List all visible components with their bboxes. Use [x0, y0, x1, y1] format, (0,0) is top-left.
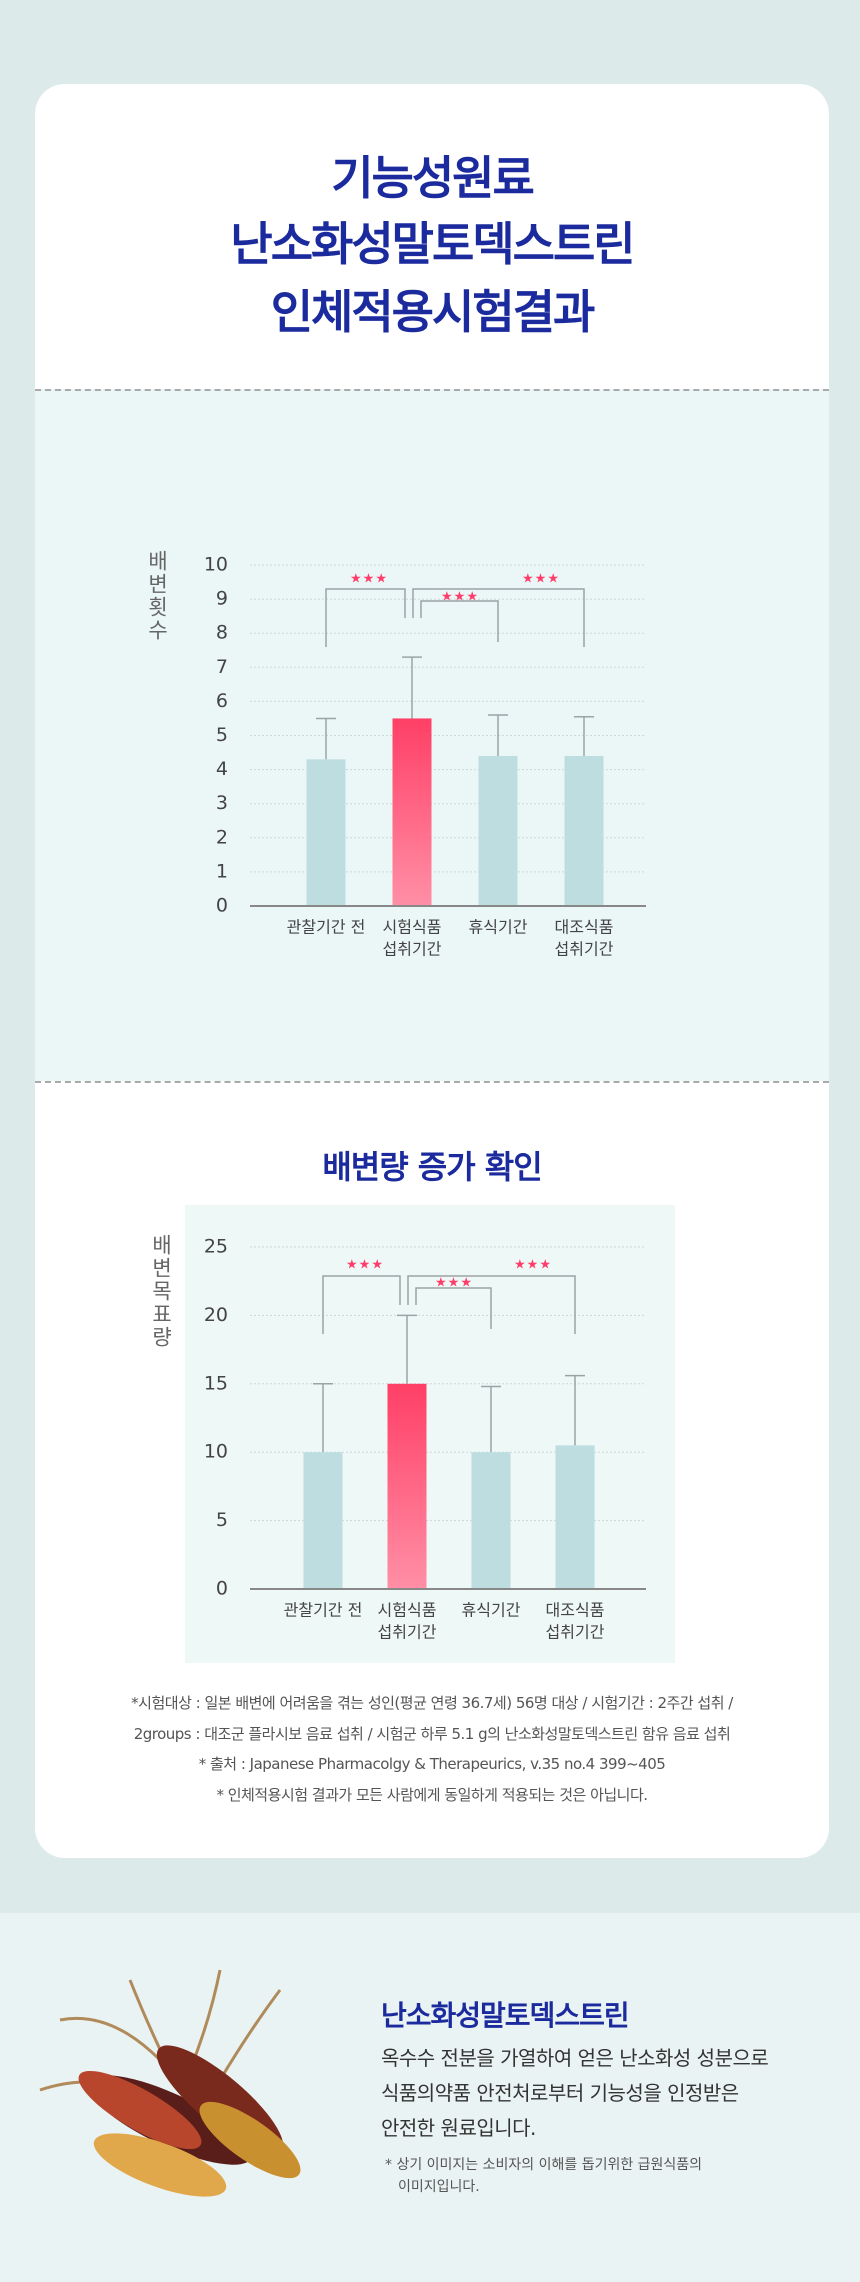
- significance-stars: ★★★: [441, 590, 479, 605]
- bar: [303, 1452, 343, 1589]
- y-tick-label: 5: [216, 724, 228, 746]
- x-tick-label: 관찰기간 전: [287, 918, 366, 937]
- y-tick-label: 15: [204, 1372, 228, 1394]
- product-note: 이미지입니다.: [398, 2179, 480, 2195]
- bar: [392, 718, 432, 906]
- significance-bracket: [415, 1287, 492, 1329]
- y-tick-label: 2: [216, 826, 228, 848]
- product-description: 식품의약품 안전처로부터 기능성을 인정받은: [381, 2081, 739, 2105]
- x-tick-label: 섭취기간: [378, 1623, 437, 1642]
- x-tick-label: 시험식품: [383, 918, 442, 937]
- x-tick-label: 대조식품: [555, 918, 614, 937]
- y-tick-label: 10: [204, 1441, 228, 1463]
- y-axis-label: 배변횟수: [145, 550, 169, 642]
- title-line: 난소화성말토덱스트린: [230, 217, 635, 271]
- y-tick-label: 0: [216, 1578, 228, 1600]
- significance-stars: ★★★: [522, 572, 560, 587]
- significance-bracket: [322, 1275, 401, 1334]
- y-tick-label: 1: [216, 860, 228, 882]
- y-tick-label: 20: [204, 1304, 228, 1326]
- significance-bracket: [407, 1275, 576, 1334]
- significance-bracket: [412, 588, 585, 647]
- chart-title: 배변량 증가 확인: [322, 1148, 542, 1186]
- y-tick-label: 5: [216, 1509, 228, 1531]
- x-tick-label: 휴식기간: [469, 918, 528, 937]
- y-tick-label: 3: [216, 792, 228, 814]
- y-axis-label: 배변목표량: [149, 1234, 173, 1349]
- y-tick-label: 0: [216, 895, 228, 917]
- bar: [478, 755, 518, 906]
- footnote: * 출처 : Japanese Pharmacolgy & Therapeuri…: [198, 1755, 666, 1773]
- corn-cob: [199, 2101, 301, 2179]
- divider: [35, 389, 829, 391]
- x-tick-label: 휴식기간: [462, 1601, 521, 1620]
- bar: [555, 1445, 595, 1589]
- x-tick-label: 섭취기간: [555, 940, 614, 959]
- corn-illustration: [39, 1969, 301, 2197]
- bar: [564, 755, 604, 906]
- footnote: *시험대상 : 일본 배변에 어려움을 겪는 성인(평균 연령 36.7세) 5…: [131, 1694, 733, 1712]
- bar: [306, 759, 346, 906]
- product-note: * 상기 이미지는 소비자의 이해를 돕기위한 급원식품의: [385, 2157, 703, 2173]
- corn-cob: [78, 2070, 202, 2150]
- significance-bracket: [420, 600, 499, 642]
- significance-stars: ★★★: [514, 1258, 552, 1273]
- x-tick-label: 섭취기간: [383, 940, 442, 959]
- significance-bracket: [325, 588, 406, 647]
- significance-stars: ★★★: [346, 1258, 384, 1273]
- divider: [35, 1081, 829, 1083]
- y-tick-label: 4: [216, 758, 228, 780]
- significance-stars: ★★★: [435, 1276, 473, 1291]
- title-line: 인체적용시험결과: [270, 285, 596, 339]
- x-tick-label: 섭취기간: [546, 1623, 605, 1642]
- product-description: 안전한 원료입니다.: [381, 2116, 536, 2140]
- x-tick-label: 대조식품: [546, 1601, 605, 1620]
- corn-cob: [93, 2133, 227, 2197]
- product-title: 난소화성말토덱스트린: [381, 1999, 630, 2032]
- title-line: 기능성원료: [331, 151, 535, 205]
- y-tick-label: 25: [204, 1236, 228, 1258]
- y-tick-label: 9: [216, 588, 228, 610]
- y-tick-label: 7: [216, 656, 228, 678]
- footnote: 2groups : 대조군 플라시보 음료 섭취 / 시험군 하루 5.1 g의…: [133, 1725, 731, 1743]
- significance-stars: ★★★: [350, 572, 388, 587]
- bar: [471, 1452, 511, 1589]
- y-tick-label: 10: [204, 554, 228, 576]
- footnote: * 인체적용시험 결과가 모든 사람에게 동일하게 적용되는 것은 아닙니다.: [216, 1786, 648, 1804]
- product-description: 옥수수 전분을 가열하여 얻은 난소화성 성분으로: [381, 2046, 769, 2070]
- bar: [387, 1383, 427, 1589]
- x-tick-label: 시험식품: [378, 1601, 437, 1620]
- y-tick-label: 8: [216, 622, 228, 644]
- y-tick-label: 6: [216, 690, 228, 712]
- x-tick-label: 관찰기간 전: [284, 1601, 363, 1620]
